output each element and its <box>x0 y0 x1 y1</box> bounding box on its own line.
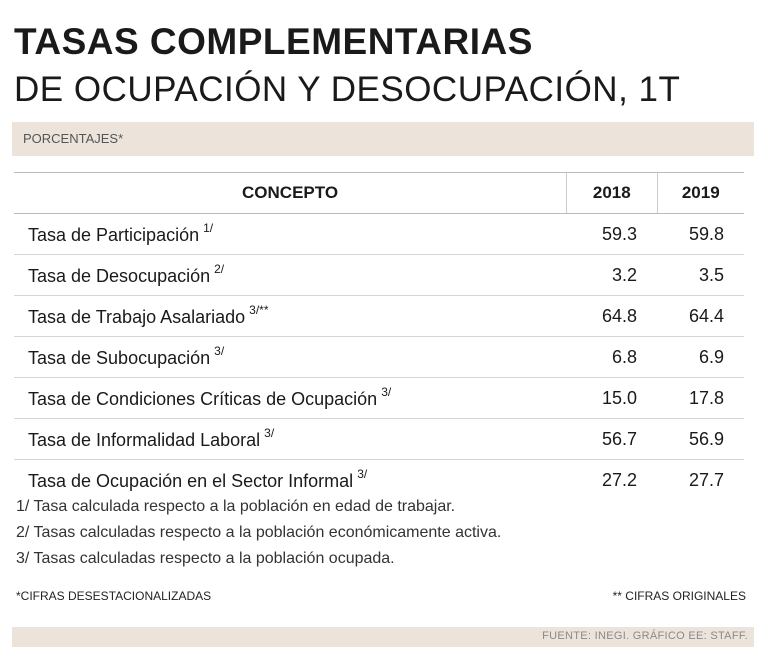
row-label-cell: Tasa de Ocupación en el Sector Informal 3… <box>14 460 567 501</box>
footnote: 2/ Tasas calculadas respecto a la poblac… <box>16 524 502 541</box>
unit-bar: PORCENTAJES* <box>12 122 754 156</box>
table-row: Tasa de Informalidad Laboral 3/ 56.7 56.9 <box>14 418 744 460</box>
value-2018: 15.0 <box>566 377 657 419</box>
value-2019: 56.9 <box>657 418 744 460</box>
value-2019: 64.4 <box>657 295 744 337</box>
legend-seasonally-adjusted: *CIFRAS DESESTACIONALIZADAS <box>16 589 212 603</box>
row-note: 3/ <box>381 384 392 399</box>
table-row: Tasa de Ocupación en el Sector Informal 3… <box>14 460 744 501</box>
row-note: 3/** <box>249 302 269 317</box>
value-2019: 59.8 <box>657 213 744 255</box>
title-line-2: DE OCUPACIÓN Y DESOCUPACIÓN, 1T <box>14 70 681 109</box>
source-text: FUENTE: INEGI. GRÁFICO EE: STAFF. <box>542 630 748 642</box>
row-note: 2/ <box>214 261 225 276</box>
row-note: 3/ <box>214 343 225 358</box>
value-2018: 59.3 <box>566 213 657 255</box>
legend-original-figures: ** CIFRAS ORIGINALES <box>612 589 746 603</box>
value-2018: 64.8 <box>566 295 657 337</box>
value-2019: 17.8 <box>657 377 744 419</box>
table-body: Tasa de Participación 1/ 59.3 59.8 Tasa d… <box>14 213 744 501</box>
value-2018: 56.7 <box>566 418 657 460</box>
column-header-concepto: CONCEPTO <box>14 172 567 214</box>
table-row: Tasa de Subocupación 3/ 6.8 6.9 <box>14 336 744 378</box>
row-label: Tasa de Subocupación <box>28 347 211 368</box>
value-2019: 3.5 <box>657 254 744 296</box>
row-label-cell: Tasa de Informalidad Laboral 3/ <box>14 418 567 460</box>
footnotes: 1/ Tasa calculada respecto a la població… <box>16 494 501 572</box>
column-header-2018: 2018 <box>566 172 657 214</box>
row-label: Tasa de Ocupación en el Sector Informal <box>28 470 354 491</box>
row-note: 3/ <box>264 425 275 440</box>
table-row: Tasa de Participación 1/ 59.3 59.8 <box>14 213 744 255</box>
value-2019: 27.7 <box>688 469 724 490</box>
row-label-cell: Tasa de Subocupación 3/ <box>14 336 567 378</box>
table-row: Tasa de Condiciones Críticas de Ocupació… <box>14 377 744 419</box>
row-label: Tasa de Informalidad Laboral <box>28 429 261 450</box>
row-label-cell: Tasa de Trabajo Asalariado 3/** <box>14 295 567 337</box>
value-2019: 6.9 <box>657 336 744 378</box>
data-table: CONCEPTO 2018 2019 Tasa de Participación… <box>14 172 744 500</box>
table-row: Tasa de Trabajo Asalariado 3/** 64.8 64.4 <box>14 295 744 337</box>
unit-label: PORCENTAJES* <box>23 131 124 146</box>
row-note: 3/ <box>357 466 368 481</box>
row-note: 1/ <box>203 220 214 235</box>
row-label-cell: Tasa de Desocupación 2/ <box>14 254 567 296</box>
table-row: Tasa de Desocupación 2/ 3.2 3.5 <box>14 254 744 296</box>
row-label-cell: Tasa de Participación 1/ <box>14 213 567 255</box>
value-2018: 6.8 <box>566 336 657 378</box>
title-line-1: TASAS COMPLEMENTARIAS <box>14 21 533 62</box>
footnote: 1/ Tasa calculada respecto a la població… <box>16 498 456 515</box>
value-2018: 27.2 <box>601 469 637 490</box>
value-2018: 3.2 <box>566 254 657 296</box>
row-label: Tasa de Trabajo Asalariado <box>28 306 246 327</box>
row-label: Tasa de Participación <box>28 224 200 245</box>
column-header-2019: 2019 <box>656 172 744 214</box>
row-label-cell: Tasa de Condiciones Críticas de Ocupació… <box>14 377 567 419</box>
row-label: Tasa de Desocupación <box>28 265 211 286</box>
row-label: Tasa de Condiciones Críticas de Ocupació… <box>28 388 378 409</box>
table-header-row: CONCEPTO 2018 2019 <box>14 172 744 214</box>
source-bar: FUENTE: INEGI. GRÁFICO EE: STAFF. <box>12 627 754 647</box>
footnote: 3/ Tasas calculadas respecto a la poblac… <box>16 550 395 567</box>
